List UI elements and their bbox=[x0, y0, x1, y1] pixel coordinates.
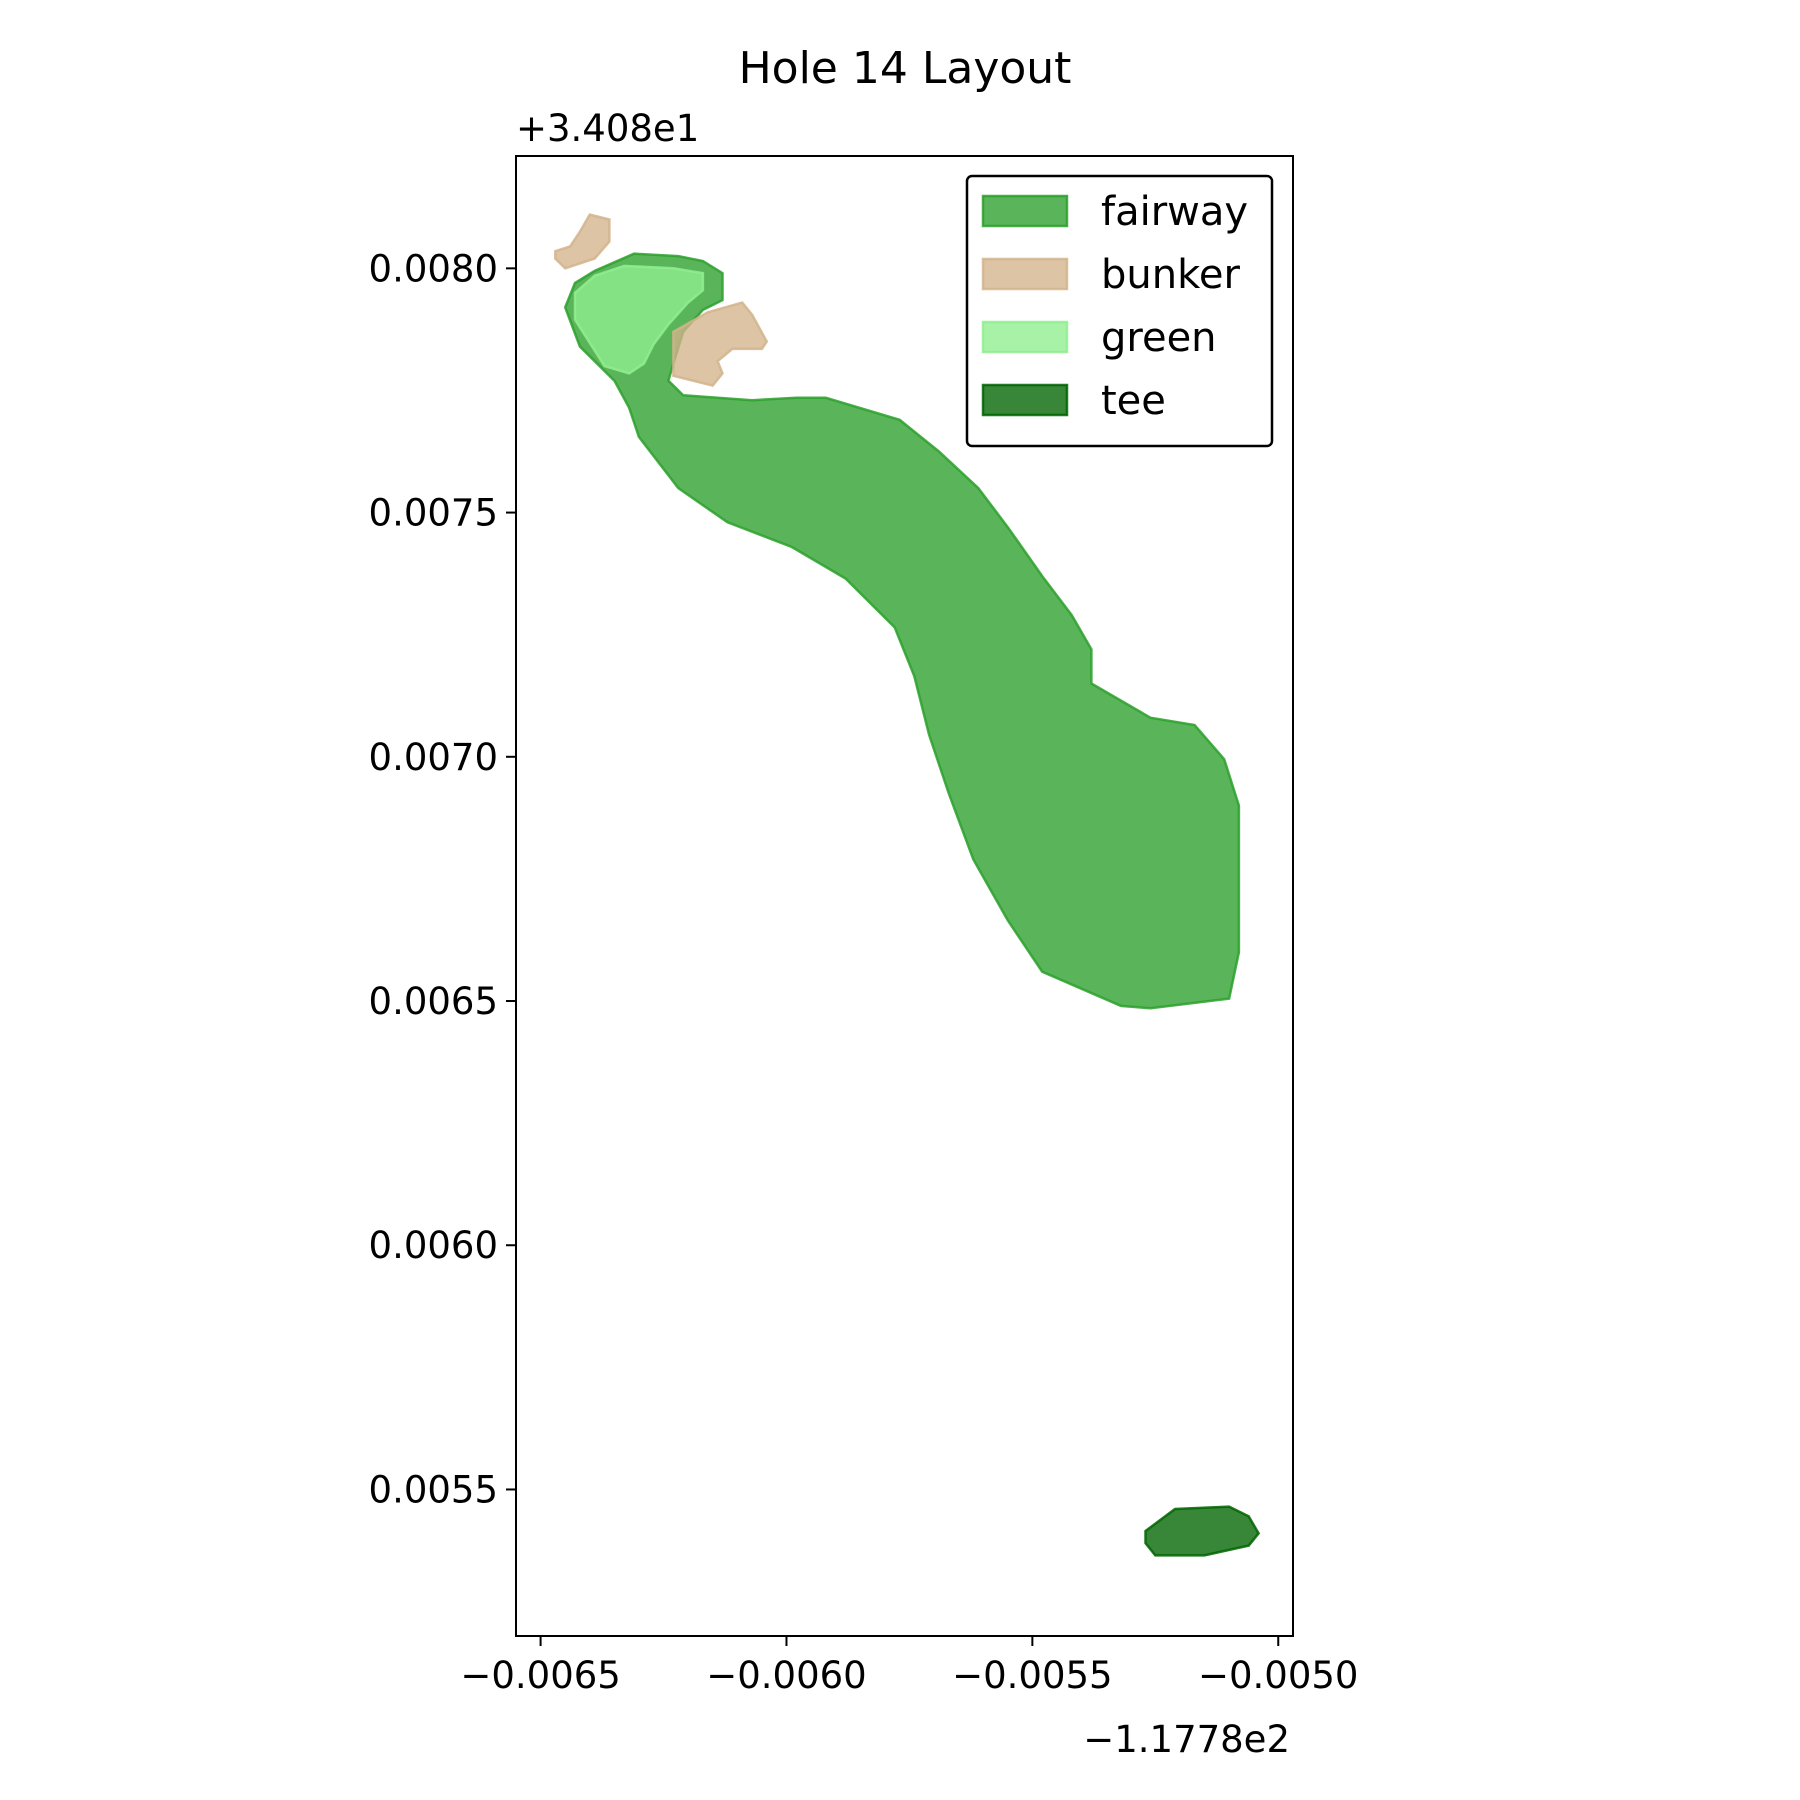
green-legend-swatch bbox=[981, 320, 1069, 354]
y-axis: 0.0080 0.0075 0.0070 0.0065 0.0060 0.0055 bbox=[369, 247, 516, 1511]
x-tick-label: −0.0050 bbox=[1198, 1654, 1358, 1697]
green-legend-label: green bbox=[1101, 315, 1217, 361]
chart-title: Hole 14 Layout bbox=[739, 43, 1072, 94]
x-axis-offset-label: −1.1778e2 bbox=[1083, 1718, 1290, 1761]
fairway-polygon-1 bbox=[563, 252, 1241, 1010]
y-tick-label: 0.0055 bbox=[369, 1468, 498, 1511]
axes-frame bbox=[515, 155, 1294, 1637]
x-axis: −0.0065 −0.0060 −0.0055 −0.0050 bbox=[460, 1636, 1358, 1697]
fairway-legend-label: fairway bbox=[1101, 189, 1248, 235]
y-tick-label: 0.0070 bbox=[369, 736, 498, 779]
y-axis-offset-label: +3.408e1 bbox=[516, 107, 699, 150]
legend-box bbox=[965, 174, 1274, 448]
tee-polygon-1 bbox=[1144, 1505, 1261, 1557]
tee-legend-swatch bbox=[981, 383, 1069, 417]
y-tick-label: 0.0080 bbox=[369, 247, 498, 290]
bunker-polygon-1 bbox=[554, 213, 611, 270]
green-polygon-1 bbox=[573, 264, 705, 375]
plot-area bbox=[554, 213, 1261, 1557]
fairway-legend-swatch bbox=[981, 194, 1069, 228]
bunker-polygon-2 bbox=[672, 301, 769, 388]
x-tick-label: −0.0055 bbox=[952, 1654, 1112, 1697]
tee-legend-label: tee bbox=[1101, 378, 1166, 424]
x-tick-label: −0.0065 bbox=[460, 1654, 620, 1697]
y-tick-label: 0.0075 bbox=[369, 492, 498, 535]
bunker-legend-swatch bbox=[981, 257, 1069, 291]
legend: fairway bunker green tee bbox=[965, 174, 1274, 448]
y-tick-label: 0.0060 bbox=[369, 1224, 498, 1267]
x-tick-label: −0.0060 bbox=[706, 1654, 866, 1697]
y-tick-label: 0.0065 bbox=[369, 980, 498, 1023]
bunker-legend-label: bunker bbox=[1101, 252, 1240, 298]
